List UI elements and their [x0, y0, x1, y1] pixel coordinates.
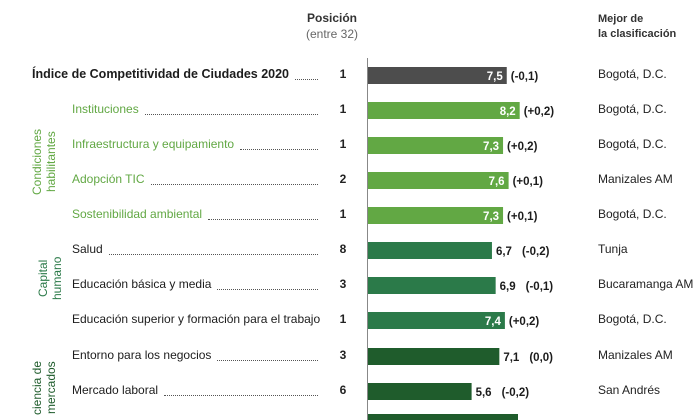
value-label: 5,6	[476, 387, 492, 399]
chart-row: Educación básica y media 3 Bucaramanga AM	[0, 268, 700, 303]
bar	[368, 102, 520, 119]
chart-row: Instituciones 1 Bogotá, D.C.	[0, 93, 700, 128]
value-label: 7,1	[503, 352, 520, 364]
best-city: Bogotá, D.C.	[598, 102, 667, 116]
best-city: Bogotá, D.C.	[598, 207, 667, 221]
leader-dots	[108, 254, 318, 255]
chart-row: Educación superior y formación para el t…	[0, 303, 700, 338]
bar	[368, 137, 504, 154]
bar	[368, 207, 504, 224]
position-value: 1	[339, 67, 347, 81]
best-city: San Andrés	[598, 383, 661, 397]
chart-row: Entorno para los negocios 3 Manizales AM	[0, 339, 700, 374]
change-label: (+0,2)	[509, 316, 540, 328]
axis-divider	[367, 58, 368, 420]
category-label: Educación básica y media	[72, 277, 212, 291]
position-value: 1	[339, 207, 347, 221]
leader-dots	[217, 289, 318, 290]
bar	[368, 348, 500, 365]
leader-dots	[295, 79, 318, 80]
best-city: Manizales AM	[598, 172, 673, 186]
leader-dots	[150, 184, 318, 185]
category-label: Salud	[72, 242, 103, 256]
category-label: Entorno para los negocios	[72, 348, 212, 362]
value-label: 7,3	[483, 141, 499, 153]
value-label: 7,3	[483, 211, 499, 223]
best-city: Bogotá, D.C.	[598, 137, 667, 151]
position-value: 1	[339, 102, 347, 116]
change-label: (+0,2)	[524, 106, 555, 118]
value-label: 6,7	[496, 246, 512, 258]
value-label: 6,9	[500, 281, 516, 293]
chart-row: Sostenibilidad ambiental 1 Bogotá, D.C.	[0, 198, 700, 233]
leader-dots	[217, 360, 318, 361]
position-title: Posición	[306, 11, 357, 25]
leader-dots	[144, 114, 318, 115]
change-label: (+0,2)	[507, 141, 538, 153]
best-city: Bogotá, D.C.	[598, 312, 667, 326]
change-label: (+0,1)	[513, 176, 544, 188]
category-label: Mercado laboral	[72, 383, 159, 397]
best-city: Manizales AM	[598, 348, 673, 362]
change-label: (+0,1)	[507, 211, 538, 223]
position-value: 8	[339, 242, 347, 256]
bar	[368, 312, 505, 329]
position-value: 1	[339, 137, 347, 151]
change-label: (-0,1)	[511, 71, 539, 83]
best-title-line2: la clasificación	[598, 28, 677, 40]
chart-row: Mercado laboral 6 San Andrés	[0, 374, 700, 409]
category-label: Instituciones	[72, 102, 139, 116]
leader-dots	[164, 395, 318, 396]
bar	[368, 242, 492, 259]
chart-row: Adopción TIC 2 Manizales AM	[0, 163, 700, 198]
position-value: 6	[339, 383, 347, 397]
position-header: Posición (entre 32)	[292, 10, 372, 42]
change-label: (0,0)	[529, 352, 553, 364]
best-title-line1: Mejor de	[598, 13, 644, 25]
position-value: 2	[339, 172, 347, 186]
value-label: 8,2	[500, 106, 516, 118]
bar	[368, 277, 496, 294]
category-label: Adopción TIC	[72, 172, 145, 186]
position-subtitle: (entre 32)	[305, 27, 359, 41]
value-label: 7,5	[487, 71, 504, 83]
chart-row: Infraestructura y equipamiento 1 Bogotá, D…	[0, 128, 700, 163]
best-city: Tunja	[598, 242, 628, 256]
leader-dots	[240, 149, 318, 150]
best-city: Bucaramanga AM	[598, 277, 694, 291]
bar	[368, 383, 472, 400]
position-value: 3	[339, 277, 347, 291]
position-value: 1	[339, 312, 347, 326]
chart-row: Índice de Competitividad de Ciudades 202…	[0, 58, 700, 93]
bar	[368, 172, 509, 189]
position-value: 3	[339, 348, 347, 362]
category-label: Educación superior y formación para el t…	[72, 312, 321, 326]
change-label: (-0,2)	[522, 246, 550, 258]
best-header: Mejor de la clasificación	[598, 12, 676, 42]
value-label: 7,4	[485, 316, 502, 328]
bar	[368, 67, 507, 84]
chart-row: Salud 8 Tunja	[0, 233, 700, 268]
category-label: Infraestructura y equipamiento	[72, 137, 235, 151]
leader-dots	[208, 219, 318, 220]
category-label: Índice de Competitividad de Ciudades 202…	[32, 67, 290, 81]
change-label: (-0,1)	[526, 281, 554, 293]
value-label: 7,6	[489, 176, 505, 188]
change-label: (-0,2)	[502, 387, 530, 399]
category-label: Sostenibilidad ambiental	[72, 207, 203, 221]
best-city: Bogotá, D.C.	[598, 67, 667, 81]
bar-partial	[368, 414, 518, 420]
